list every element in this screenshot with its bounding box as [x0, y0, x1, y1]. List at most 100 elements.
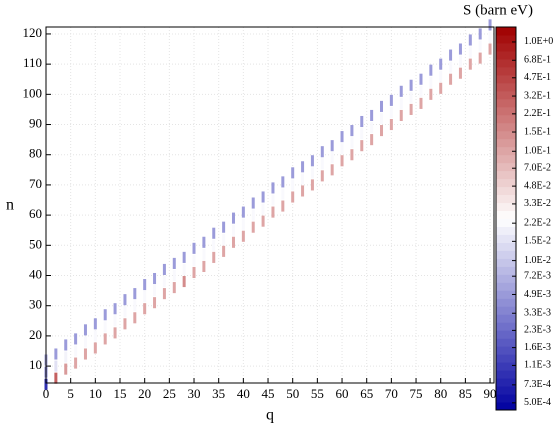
- colorbar-tick-label: 3.3E-2: [524, 198, 551, 209]
- data-point: [380, 112, 384, 125]
- colorbar-cell: [496, 42, 516, 52]
- colorbar-tick-label: 3.2E-1: [524, 90, 551, 101]
- x-tick-label: 40: [237, 386, 250, 401]
- data-point: [143, 303, 147, 315]
- y-tick-label: 80: [29, 146, 42, 161]
- colorbar-frame: [495, 26, 517, 411]
- data-point: [449, 49, 453, 61]
- colorbar-tick-label: 2.3E-3: [524, 325, 551, 336]
- data-point: [488, 19, 492, 31]
- colorbar-cell: [496, 106, 516, 116]
- data-point: [340, 155, 344, 167]
- data-point: [113, 327, 117, 339]
- x-tick-label: 85: [459, 386, 472, 401]
- data-point: [468, 58, 472, 70]
- colorbar-cell: [496, 50, 516, 60]
- data-point: [113, 315, 117, 327]
- data-point: [162, 263, 166, 276]
- x-tick-label: 60: [336, 386, 349, 401]
- data-point: [478, 28, 482, 40]
- data-point: [291, 167, 295, 179]
- colorbar-tick-label: 1.0E-1: [524, 146, 551, 157]
- data-point: [320, 146, 324, 158]
- data-point: [281, 200, 285, 212]
- colorbar-cell: [496, 322, 516, 331]
- data-point: [370, 122, 374, 134]
- colorbar-cell: [496, 210, 516, 219]
- data-point: [231, 212, 235, 224]
- data-point: [330, 164, 334, 176]
- data-point: [153, 297, 157, 309]
- colorbar-cell: [496, 234, 516, 243]
- colorbar-tick-label: 2.2E-1: [524, 108, 551, 119]
- colorbar-cell: [496, 218, 516, 227]
- data-point: [389, 94, 393, 106]
- colorbar-tick-label: 1.1E-3: [524, 360, 551, 371]
- data-point: [222, 233, 226, 245]
- colorbar-cell: [496, 74, 516, 84]
- colorbar-cell: [496, 362, 516, 371]
- data-point: [350, 149, 354, 161]
- colorbar-cell: [496, 298, 516, 307]
- data-point: [419, 73, 423, 85]
- data-point: [261, 215, 265, 227]
- data-point: [83, 324, 87, 336]
- data-point: [449, 61, 453, 73]
- data-point: [291, 191, 295, 203]
- data-point: [330, 140, 334, 152]
- data-point: [409, 91, 413, 103]
- x-tick-label: 15: [114, 386, 127, 401]
- data-point: [370, 134, 374, 146]
- data-point: [429, 88, 433, 100]
- data-point: [360, 140, 364, 152]
- colorbar-cell: [496, 274, 516, 283]
- colorbar-tick-label: 7.3E-4: [524, 379, 551, 390]
- colorbar-cell: [496, 186, 516, 196]
- y-tick-label: 110: [23, 55, 42, 70]
- data-point: [64, 351, 68, 363]
- data-point: [281, 188, 285, 200]
- y-axis-label: n: [6, 197, 14, 214]
- colorbar-cell: [496, 130, 516, 140]
- colorbar-tick-label: 1.0E+0: [524, 36, 553, 47]
- data-point: [143, 291, 147, 303]
- data-point: [123, 318, 127, 330]
- colorbar-tick-label: 4.9E-3: [524, 289, 551, 300]
- colorbar-cell: [496, 34, 516, 44]
- data-point: [123, 294, 127, 306]
- colorbar-tick-label: 1.5E-1: [524, 126, 551, 137]
- data-point: [192, 242, 196, 254]
- colorbar-tick-label: 5.0E-4: [524, 397, 551, 408]
- y-tick-label: 100: [23, 85, 43, 100]
- data-point: [222, 221, 226, 233]
- colorbar-cell: [496, 250, 516, 259]
- data-point: [271, 194, 275, 206]
- data-point: [162, 288, 166, 300]
- data-point: [310, 167, 314, 179]
- colorbar-cell: [496, 154, 516, 164]
- colorbar-cell: [496, 98, 516, 108]
- colorbar-cell: [496, 146, 516, 156]
- data-point: [439, 58, 443, 70]
- x-tick-label: 90: [484, 386, 497, 401]
- data-point: [251, 209, 255, 221]
- y-tick-label: 40: [29, 266, 42, 281]
- data-point: [54, 360, 58, 372]
- data-point: [133, 288, 137, 300]
- data-point: [202, 248, 206, 260]
- data-point: [340, 131, 344, 143]
- data-point: [202, 236, 206, 248]
- data-point: [103, 333, 107, 345]
- colorbar-cell: [496, 386, 516, 395]
- data-point: [192, 266, 196, 279]
- colorbar-cell: [496, 338, 516, 347]
- data-point: [380, 100, 384, 112]
- data-point: [458, 55, 462, 67]
- data-point: [133, 312, 137, 324]
- data-point: [64, 363, 68, 375]
- data-point: [74, 357, 78, 369]
- data-point: [389, 106, 393, 118]
- x-tick-label: 70: [385, 386, 398, 401]
- data-point: [429, 64, 433, 76]
